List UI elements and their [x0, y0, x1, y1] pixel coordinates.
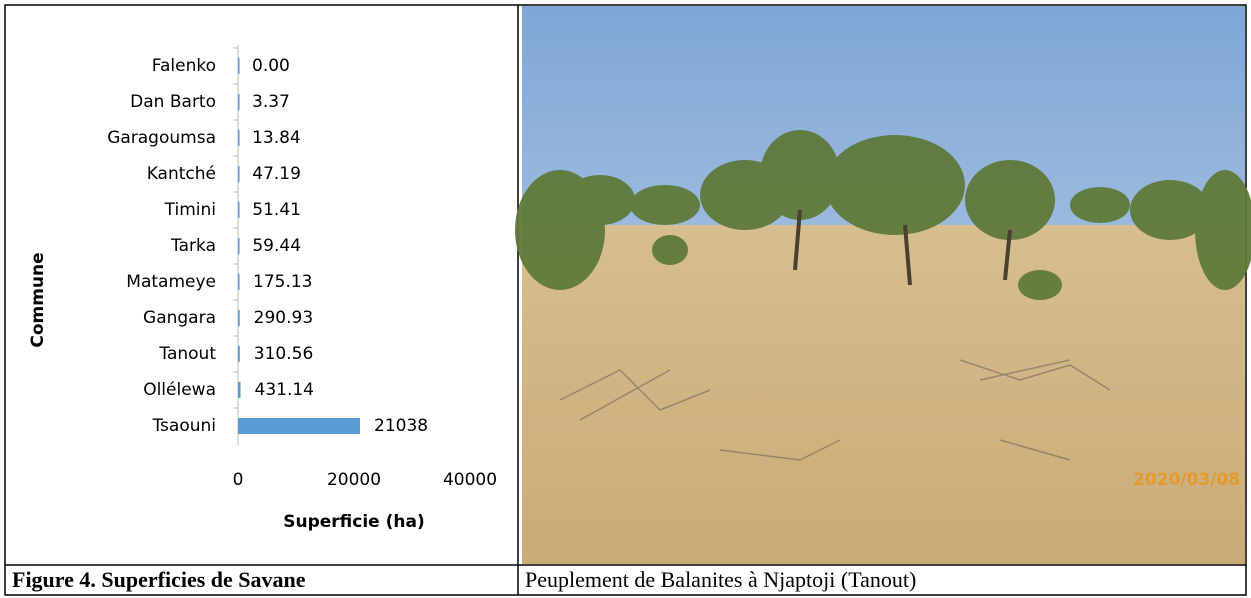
photo: 2020/03/08 [515, 6, 1251, 564]
value-label: 59.44 [252, 236, 301, 256]
category-label: Tsaouni [151, 416, 216, 436]
category-label: Kantché [147, 164, 216, 184]
category-label: Matameye [126, 272, 216, 292]
bar [238, 238, 240, 254]
category-label: Ollélewa [143, 380, 216, 400]
bar [238, 274, 240, 290]
caption-right: Peuplement de Balanites à Njaptoji (Tano… [525, 567, 916, 592]
bar [238, 346, 240, 362]
caption-left: Figure 4. Superficies de Savane [12, 567, 306, 592]
value-label: 13.84 [252, 128, 301, 148]
bar [238, 202, 240, 218]
x-tick-label: 0 [233, 470, 244, 490]
category-label: Timini [164, 200, 216, 220]
bar [238, 58, 240, 74]
value-label: 290.93 [254, 308, 313, 328]
category-label: Dan Barto [130, 92, 216, 112]
bar [238, 94, 240, 110]
bar [238, 166, 240, 182]
value-label: 310.56 [254, 344, 313, 364]
category-label: Tarka [170, 236, 216, 256]
value-label: 51.41 [252, 200, 301, 220]
value-label: 21038 [374, 416, 428, 436]
category-label: Tanout [158, 344, 216, 364]
y-axis-label: Commune [28, 252, 48, 347]
x-tick-label: 20000 [327, 470, 381, 490]
value-label: 0.00 [252, 56, 290, 76]
page: 2020/03/08 Commune Superficie (ha) Figur… [0, 0, 1251, 598]
bar [238, 382, 241, 398]
bar [238, 418, 360, 434]
category-label: Falenko [152, 56, 216, 76]
x-axis-label: Superficie (ha) [283, 512, 425, 532]
category-label: Garagoumsa [107, 128, 216, 148]
value-label: 175.13 [253, 272, 312, 292]
category-label: Gangara [143, 308, 216, 328]
x-tick-label: 40000 [443, 470, 497, 490]
bar [238, 130, 240, 146]
value-label: 47.19 [252, 164, 301, 184]
photo-timestamp: 2020/03/08 [1133, 470, 1240, 490]
value-label: 431.14 [255, 380, 314, 400]
bar [238, 310, 240, 326]
value-label: 3.37 [252, 92, 290, 112]
